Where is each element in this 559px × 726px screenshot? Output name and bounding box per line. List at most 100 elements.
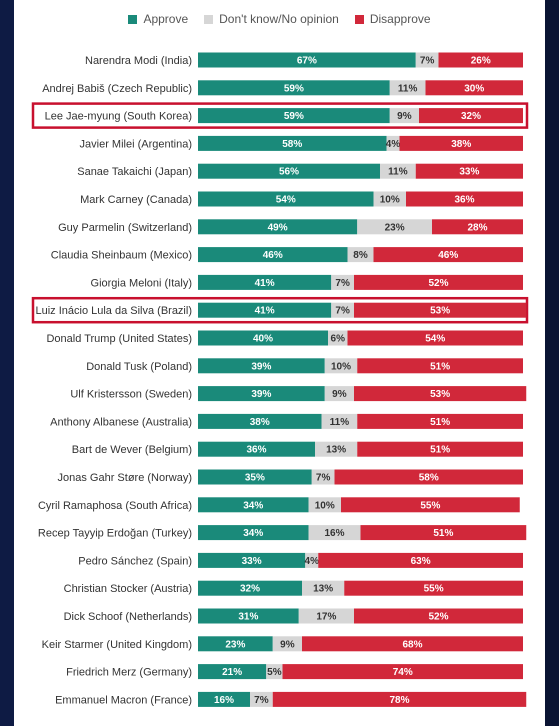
bar-segment-unsure: [373, 191, 406, 207]
data-label-disapprove: 55%: [420, 500, 440, 511]
data-label-disapprove: 53%: [430, 306, 450, 317]
bar-segment-approve: [198, 135, 387, 151]
data-label-approve: 16%: [214, 695, 234, 706]
bar-segment-disapprove: [373, 247, 523, 263]
data-label-approve: 49%: [268, 222, 288, 233]
leader-label: Guy Parmelin (Switzerland): [58, 222, 192, 234]
data-label-approve: 59%: [284, 83, 304, 94]
bar-segment-approve: [198, 636, 273, 652]
data-label-disapprove: 54%: [425, 334, 445, 345]
bar-row: Claudia Sheinbaum (Mexico) 46% 8% 46%: [51, 247, 523, 263]
data-label-unsure: 10%: [315, 500, 335, 511]
legend-label-unsure: Don't know/No opinion: [219, 12, 339, 26]
bar-segment-unsure: [272, 636, 302, 652]
bar-segment-unsure: [250, 691, 273, 707]
data-label-approve: 23%: [225, 639, 245, 650]
bar-segment-disapprove: [347, 330, 523, 346]
legend-item-unsure: Don't know/No opinion: [204, 12, 339, 26]
leader-label: Donald Trump (United States): [46, 333, 192, 345]
bar-segment-unsure: [311, 469, 335, 485]
bar-row: Guy Parmelin (Switzerland) 49% 23% 28%: [58, 219, 523, 235]
bar-segment-disapprove: [406, 191, 523, 207]
bar-segment-disapprove: [438, 52, 523, 68]
bar-segment-disapprove: [341, 497, 520, 513]
legend-swatch-approve: [128, 14, 138, 24]
data-label-approve: 41%: [255, 278, 275, 289]
data-label-approve: 59%: [284, 111, 304, 122]
bar-row: Friedrich Merz (Germany) 21% 5% 74%: [66, 664, 523, 680]
legend: Approve Don't know/No opinion Disapprove: [14, 12, 545, 26]
leader-label: Bart de Wever (Belgium): [72, 444, 192, 456]
bar-segment-unsure: [302, 580, 345, 596]
bar-segment-disapprove: [354, 386, 527, 402]
bar-segment-approve: [198, 330, 328, 346]
bar-row: Pedro Sánchez (Spain) 33% 4% 63%: [78, 552, 523, 568]
bar-segment-disapprove: [360, 525, 527, 541]
bar-segment-disapprove: [357, 413, 523, 429]
data-label-unsure: 8%: [353, 250, 368, 261]
bar-segment-disapprove: [419, 108, 523, 124]
data-label-approve: 41%: [255, 306, 275, 317]
data-label-unsure: 9%: [332, 389, 347, 400]
data-label-unsure: 17%: [316, 612, 336, 623]
leader-label: Sanae Takaichi (Japan): [77, 166, 192, 178]
bar-segment-disapprove: [272, 691, 527, 707]
bar-segment-approve: [198, 469, 312, 485]
data-label-approve: 21%: [222, 667, 242, 678]
bar-segment-approve: [198, 108, 390, 124]
highlight-box: [31, 102, 529, 129]
legend-label-approve: Approve: [143, 12, 189, 26]
bar-segment-unsure: [389, 80, 426, 96]
bar-segment-unsure: [321, 413, 358, 429]
data-label-disapprove: 52%: [428, 278, 448, 289]
data-label-disapprove: 26%: [471, 56, 491, 67]
bar-segment-disapprove: [415, 163, 523, 179]
data-label-disapprove: 74%: [393, 667, 413, 678]
leader-label: Christian Stocker (Austria): [64, 583, 192, 595]
bar-segment-unsure: [308, 497, 341, 513]
data-label-approve: 39%: [251, 361, 271, 372]
leader-label: Donald Tusk (Poland): [86, 361, 192, 373]
legend-item-disapprove: Disapprove: [354, 12, 431, 26]
bar-segment-approve: [198, 608, 299, 624]
data-label-unsure: 23%: [385, 222, 405, 233]
bar-segment-disapprove: [354, 302, 527, 318]
bar-segment-approve: [198, 691, 250, 707]
data-label-unsure: 11%: [398, 83, 418, 94]
leader-label: Recep Tayyip Erdoğan (Turkey): [38, 528, 192, 540]
bar-segment-unsure: [386, 135, 400, 151]
data-label-approve: 56%: [279, 167, 299, 178]
data-label-unsure: 7%: [316, 473, 331, 484]
bar-segment-disapprove: [318, 552, 523, 568]
data-label-unsure: 9%: [280, 639, 295, 650]
bar-row: Recep Tayyip Erdoğan (Turkey) 34% 16% 51%: [38, 525, 527, 541]
data-label-unsure: 7%: [254, 695, 269, 706]
bar-segment-approve: [198, 219, 358, 235]
bar-segment-approve: [198, 274, 332, 290]
data-label-disapprove: 32%: [461, 111, 481, 122]
bar-segment-unsure: [347, 247, 374, 263]
bar-segment-approve: [198, 386, 325, 402]
data-label-disapprove: 51%: [433, 528, 453, 539]
bar-row: Anthony Albanese (Australia) 38% 11% 51%: [50, 413, 523, 429]
bar-segment-disapprove: [282, 664, 523, 680]
data-label-unsure: 7%: [420, 56, 435, 67]
data-label-approve: 35%: [245, 473, 265, 484]
data-label-approve: 34%: [243, 528, 263, 539]
bar-segment-unsure: [389, 108, 419, 124]
bar-segment-approve: [198, 247, 348, 263]
bar-segment-unsure: [305, 552, 319, 568]
bar-row: Narendra Modi (India) 67% 7% 26%: [85, 52, 523, 68]
bar-segment-approve: [198, 664, 267, 680]
bar-segment-approve: [198, 497, 309, 513]
data-label-unsure: 10%: [380, 195, 400, 206]
leader-label: Javier Milei (Argentina): [80, 138, 192, 150]
legend-swatch-disapprove: [354, 14, 364, 24]
bar-row: Ulf Kristersson (Sweden) 39% 9% 53%: [70, 386, 527, 402]
data-label-disapprove: 58%: [419, 473, 439, 484]
bar-row: Giorgia Meloni (Italy) 41% 7% 52%: [91, 274, 523, 290]
bar-segment-approve: [198, 525, 309, 541]
data-label-unsure: 11%: [330, 417, 350, 428]
data-label-approve: 40%: [253, 334, 273, 345]
data-label-unsure: 11%: [388, 167, 408, 178]
